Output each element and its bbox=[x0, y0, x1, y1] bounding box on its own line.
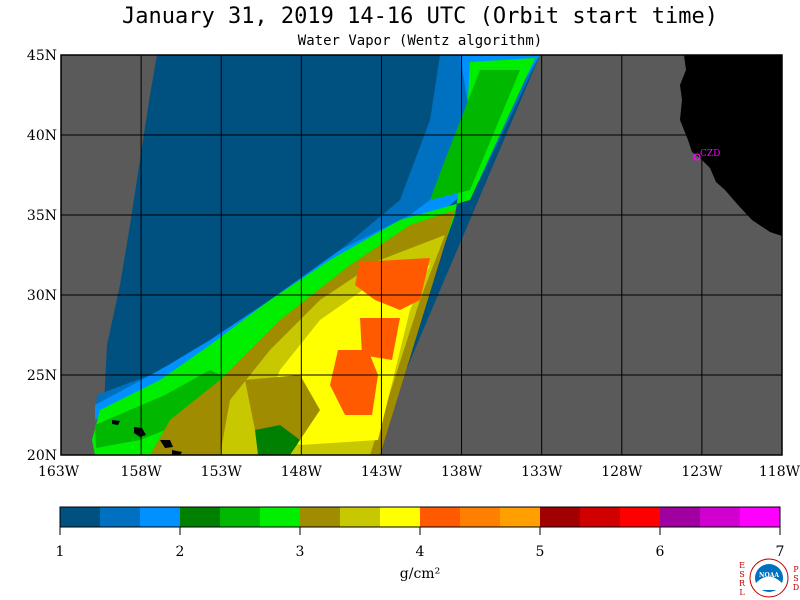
lon-label: 163W bbox=[38, 464, 80, 480]
swath-orange-patch-1 bbox=[355, 258, 430, 310]
lat-label: 25N bbox=[27, 368, 57, 384]
colorbar-swatch bbox=[540, 507, 581, 527]
hawaii-island-2 bbox=[134, 427, 146, 437]
latitude-labels: 45N 40N 35N 30N 25N 20N bbox=[27, 48, 57, 464]
swath-orange-patch-2 bbox=[360, 318, 400, 360]
swath-green-patch bbox=[255, 425, 300, 455]
logo-letter: S bbox=[739, 570, 744, 579]
lat-label: 20N bbox=[27, 448, 57, 464]
colorbar-tick-label: 6 bbox=[656, 544, 665, 560]
colorbar-swatch bbox=[380, 507, 421, 527]
colorbar bbox=[60, 507, 781, 527]
colorbar-tick-label: 1 bbox=[56, 544, 65, 560]
station-marker bbox=[693, 153, 701, 161]
colorbar-swatch bbox=[580, 507, 621, 527]
page-subtitle: Water Vapor (Wentz algorithm) bbox=[297, 33, 543, 49]
colorbar-swatch bbox=[500, 507, 541, 527]
map-grid bbox=[61, 55, 782, 455]
noaa-logo bbox=[749, 558, 789, 598]
colorbar-swatch bbox=[180, 507, 221, 527]
lat-label: 40N bbox=[27, 128, 57, 144]
colorbar-unit-label: g/cm² bbox=[400, 566, 440, 582]
logo-letter: P bbox=[793, 565, 799, 574]
lat-label: 35N bbox=[27, 208, 57, 224]
colorbar-swatch bbox=[260, 507, 301, 527]
lon-label: 158W bbox=[121, 464, 163, 480]
colorbar-swatch bbox=[420, 507, 461, 527]
lon-label: 123W bbox=[681, 464, 723, 480]
logo-letter: E bbox=[739, 561, 745, 570]
swath-band-medium-blue bbox=[95, 55, 540, 420]
lon-label: 143W bbox=[361, 464, 403, 480]
lon-label: 153W bbox=[201, 464, 243, 480]
colorbar-tick-label: 5 bbox=[536, 544, 545, 560]
colorbar-swatch bbox=[60, 507, 101, 527]
colorbar-swatch bbox=[220, 507, 261, 527]
swath-orange-patch-3 bbox=[330, 350, 378, 415]
map-frame bbox=[60, 54, 783, 456]
hawaii-island-1 bbox=[112, 420, 120, 425]
colorbar-swatch bbox=[340, 507, 381, 527]
lon-label: 138W bbox=[441, 464, 483, 480]
colorbar-swatch bbox=[300, 507, 341, 527]
logo-center-text: NOAA bbox=[759, 572, 779, 579]
colorbar-tick-label: 3 bbox=[296, 544, 305, 560]
colorbar-ticks: 1 2 3 4 5 6 7 bbox=[56, 527, 785, 560]
station-label: CZD bbox=[700, 149, 720, 159]
colorbar-tick-label: 7 bbox=[776, 544, 785, 560]
colorbar-tick-label: 4 bbox=[416, 544, 425, 560]
colorbar-swatch bbox=[660, 507, 701, 527]
longitude-labels: 163W 158W 153W 148W 143W 138W 133W 128W 123W 118W bbox=[38, 464, 800, 480]
logo-letter: D bbox=[793, 583, 799, 592]
colorbar-swatch bbox=[620, 507, 661, 527]
hawaii-island-3 bbox=[160, 440, 173, 448]
swath-green-band-lower bbox=[95, 370, 230, 448]
swath-moist-green bbox=[92, 58, 535, 455]
colorbar-swatch bbox=[100, 507, 141, 527]
colorbar-swatch bbox=[740, 507, 781, 527]
lon-label: 128W bbox=[601, 464, 643, 480]
california-land bbox=[680, 55, 782, 236]
logo-letter: R bbox=[739, 579, 746, 588]
lon-label: 148W bbox=[281, 464, 323, 480]
logo-letter: L bbox=[739, 588, 745, 597]
colorbar-tick-label: 2 bbox=[176, 544, 185, 560]
colorbar-swatch bbox=[140, 507, 181, 527]
lat-label: 30N bbox=[27, 288, 57, 304]
lat-label: 45N bbox=[27, 48, 57, 64]
lon-label: 133W bbox=[521, 464, 563, 480]
colorbar-swatch bbox=[700, 507, 741, 527]
logo-letter: S bbox=[793, 574, 798, 583]
lon-label: 118W bbox=[759, 464, 800, 480]
hawaii-island-4 bbox=[172, 450, 182, 455]
colorbar-swatch bbox=[460, 507, 501, 527]
page-title: January 31, 2019 14-16 UTC (Orbit start … bbox=[121, 4, 719, 29]
